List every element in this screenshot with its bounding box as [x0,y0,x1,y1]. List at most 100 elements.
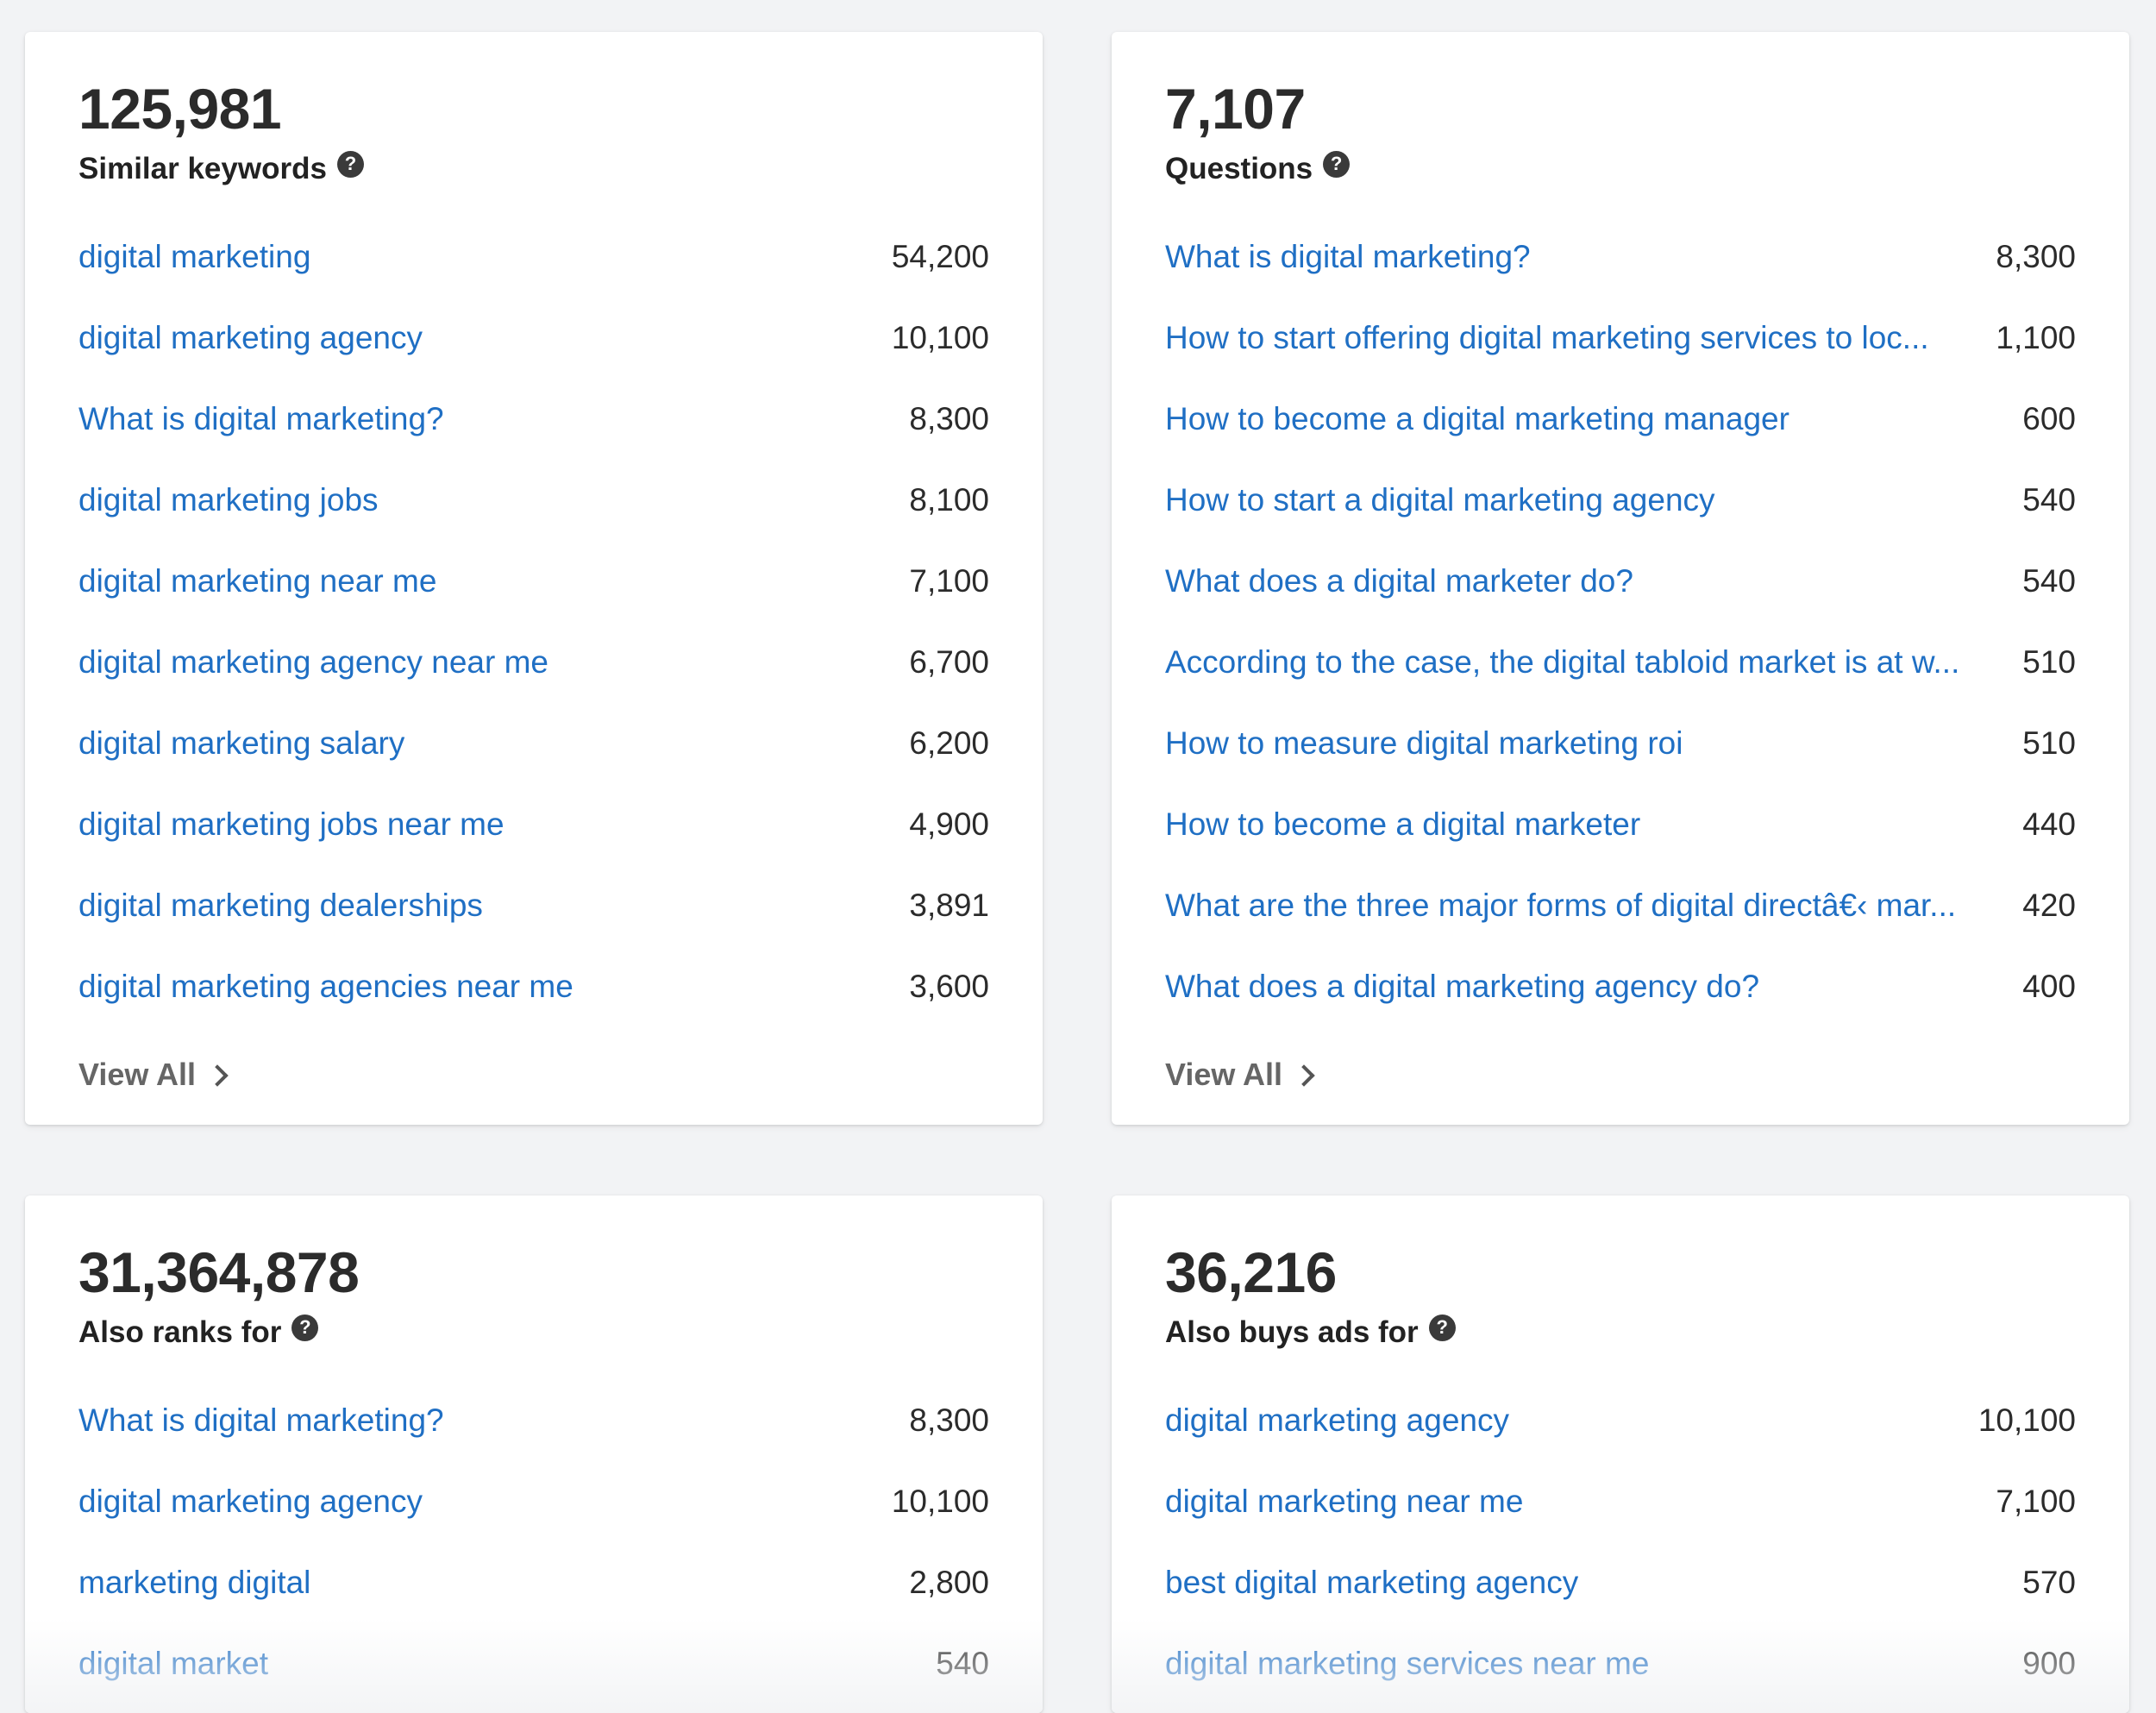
search-volume: 54,200 [891,239,989,274]
search-volume: 400 [2022,969,2076,1004]
keyword-row: best digital marketing agency 570 [1165,1542,2076,1623]
also-ranks-for-title: Also ranks for [78,1315,282,1349]
keyword-row: digital marketing dealerships 3,891 [78,865,989,946]
questions-title: Questions [1165,152,1313,185]
question-circle-icon[interactable]: ? [291,1314,319,1341]
also-buys-ads-for-count: 36,216 [1165,1240,1337,1304]
question-row: How to start a digital marketing agency 5… [1165,460,2076,541]
question-link[interactable]: How to start offering digital marketing … [1165,320,1929,355]
keyword-link[interactable]: digital marketing jobs [78,482,379,518]
question-link[interactable]: What does a digital marketing agency do? [1165,969,1760,1004]
search-volume: 10,100 [891,320,989,355]
search-volume: 3,891 [909,888,989,923]
keyword-row: digital marketing services near me 900 [1165,1623,2076,1704]
keyword-row: What is digital marketing? 8,300 [78,379,989,460]
search-volume: 900 [2022,1646,2076,1681]
question-link[interactable]: How to become a digital marketing manage… [1165,401,1789,436]
question-row: What does a digital marketer do? 540 [1165,541,2076,622]
question-row: What are the three major forms of digita… [1165,865,2076,946]
view-all-link[interactable]: View All [78,1034,229,1115]
search-volume: 7,100 [909,563,989,599]
keyword-row: digital marketing jobs 8,100 [78,460,989,541]
search-volume: 10,100 [891,1484,989,1519]
search-volume: 8,100 [909,482,989,518]
keyword-link[interactable]: digital marketing agencies near me [78,969,573,1004]
keyword-link[interactable]: marketing digital [78,1565,311,1600]
view-all-label: View All [1165,1057,1283,1092]
keyword-link[interactable]: What is digital marketing? [78,1402,444,1438]
keyword-link[interactable]: digital marketing agency [1165,1402,1509,1438]
also-buys-ads-for-title-row: Also buys ads for ? [1165,1314,2076,1351]
keyword-row: digital marketing agency 10,100 [78,1461,989,1542]
keyword-link[interactable]: digital market [78,1646,269,1681]
keyword-link[interactable]: best digital marketing agency [1165,1565,1579,1600]
keyword-row: digital marketing salary 6,200 [78,703,989,784]
question-link[interactable]: According to the case, the digital tablo… [1165,644,1960,680]
also-ranks-for-title-row: Also ranks for ? [78,1314,989,1351]
keyword-row: digital marketing agencies near me 3,600 [78,946,989,1027]
search-volume: 440 [2022,806,2076,842]
question-row: What does a digital marketing agency do?… [1165,946,2076,1027]
keyword-link[interactable]: digital marketing services near me [1165,1646,1650,1681]
ads-keyword-list: digital marketing agency 10,100 digital m… [1165,1380,2076,1704]
question-link[interactable]: How to measure digital marketing roi [1165,725,1683,761]
question-row: How to start offering digital marketing … [1165,298,2076,379]
question-circle-icon[interactable]: ? [336,150,364,178]
question-link[interactable]: What are the three major forms of digita… [1165,888,1957,923]
question-list: What is digital marketing? 8,300 How to s… [1165,216,2076,1027]
keyword-link[interactable]: digital marketing salary [78,725,405,761]
keyword-link[interactable]: digital marketing dealerships [78,888,483,923]
ranking-keyword-list: What is digital marketing? 8,300 digital … [78,1380,989,1704]
view-all-link[interactable]: View All [1165,1034,1315,1115]
keyword-row: digital marketing agency near me 6,700 [78,622,989,703]
keyword-row: digital marketing agency 10,100 [1165,1380,2076,1461]
search-volume: 540 [2022,482,2076,518]
keyword-row: digital market 540 [78,1623,989,1704]
search-volume: 7,100 [1996,1484,2076,1519]
search-volume: 420 [2022,888,2076,923]
keyword-link[interactable]: digital marketing near me [1165,1484,1524,1519]
keyword-link[interactable]: digital marketing agency near me [78,644,549,680]
search-volume: 8,300 [909,1402,989,1438]
question-row: How to become a digital marketing manage… [1165,379,2076,460]
similar-keywords-count: 125,981 [78,77,282,141]
similar-keywords-title-row: Similar keywords ? [78,150,989,187]
keyword-row: What is digital marketing? 8,300 [78,1380,989,1461]
question-circle-icon[interactable]: ? [1323,150,1351,178]
search-volume: 600 [2022,401,2076,436]
keyword-link[interactable]: digital marketing agency [78,1484,423,1519]
search-volume: 540 [936,1646,989,1681]
question-link[interactable]: What is digital marketing? [1165,239,1531,274]
search-volume: 2,800 [909,1565,989,1600]
keyword-row: digital marketing jobs near me 4,900 [78,784,989,865]
search-volume: 510 [2022,725,2076,761]
also-buys-ads-for-card: 36,216 Also buys ads for ? digital marke… [1112,1195,2129,1713]
keyword-link[interactable]: digital marketing jobs near me [78,806,505,842]
also-buys-ads-for-title: Also buys ads for [1165,1315,1419,1349]
search-volume: 8,300 [1996,239,2076,274]
question-circle-icon[interactable]: ? [1428,1314,1456,1341]
questions-title-row: Questions ? [1165,150,2076,187]
keyword-row: digital marketing near me 7,100 [78,541,989,622]
keyword-link[interactable]: digital marketing near me [78,563,437,599]
questions-count: 7,107 [1165,77,1306,141]
question-link[interactable]: How to become a digital marketer [1165,806,1641,842]
question-row: How to measure digital marketing roi 510 [1165,703,2076,784]
keyword-list: digital marketing 54,200 digital marketin… [78,216,989,1027]
keyword-row: digital marketing agency 10,100 [78,298,989,379]
question-row: What is digital marketing? 8,300 [1165,216,2076,298]
keyword-link[interactable]: What is digital marketing? [78,401,444,436]
search-volume: 570 [2022,1565,2076,1600]
chevron-right-icon [206,1064,229,1087]
keyword-row: digital marketing near me 7,100 [1165,1461,2076,1542]
question-link[interactable]: How to start a digital marketing agency [1165,482,1715,518]
search-volume: 4,900 [909,806,989,842]
keyword-link[interactable]: digital marketing agency [78,320,423,355]
search-volume: 1,100 [1996,320,2076,355]
also-ranks-for-card: 31,364,878 Also ranks for ? What is digi… [25,1195,1043,1713]
search-volume: 6,700 [909,644,989,680]
search-volume: 3,600 [909,969,989,1004]
keyword-link[interactable]: digital marketing [78,239,311,274]
question-link[interactable]: What does a digital marketer do? [1165,563,1633,599]
also-ranks-for-count: 31,364,878 [78,1240,360,1304]
